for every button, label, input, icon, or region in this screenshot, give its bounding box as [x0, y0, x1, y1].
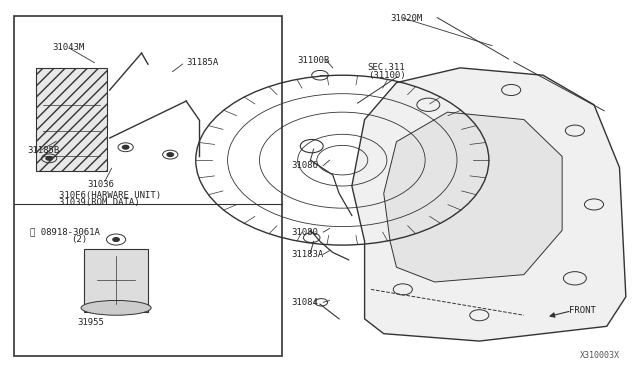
Text: X310003X: X310003X — [579, 350, 620, 359]
Text: Ⓝ 08918-3061A: Ⓝ 08918-3061A — [30, 228, 100, 237]
Bar — [84, 249, 148, 311]
Text: 31043M: 31043M — [52, 43, 84, 52]
Polygon shape — [384, 112, 562, 282]
Text: 31185B: 31185B — [27, 147, 59, 155]
Circle shape — [167, 153, 173, 157]
Text: 31039(ROM DATA): 31039(ROM DATA) — [59, 198, 140, 207]
Text: 31036: 31036 — [88, 180, 115, 189]
Text: 310F6(HARWARE UNIT): 310F6(HARWARE UNIT) — [59, 191, 161, 200]
Text: (31100): (31100) — [368, 71, 405, 80]
Text: 31183A: 31183A — [291, 250, 324, 259]
Text: 31955: 31955 — [78, 318, 105, 327]
Text: (2): (2) — [72, 235, 88, 244]
Circle shape — [113, 238, 119, 241]
Text: FRONT: FRONT — [568, 306, 595, 315]
Ellipse shape — [81, 301, 151, 315]
Polygon shape — [352, 68, 626, 341]
Text: 31086: 31086 — [291, 161, 318, 170]
Circle shape — [46, 157, 52, 160]
Text: 31100B: 31100B — [298, 56, 330, 65]
Text: 31020M: 31020M — [390, 13, 422, 22]
Circle shape — [122, 145, 129, 149]
Text: 31084: 31084 — [291, 298, 318, 307]
Bar — [36, 68, 106, 171]
Text: SEC.311: SEC.311 — [368, 63, 405, 72]
Text: 31080: 31080 — [291, 228, 318, 237]
Text: 31185A: 31185A — [186, 58, 218, 67]
